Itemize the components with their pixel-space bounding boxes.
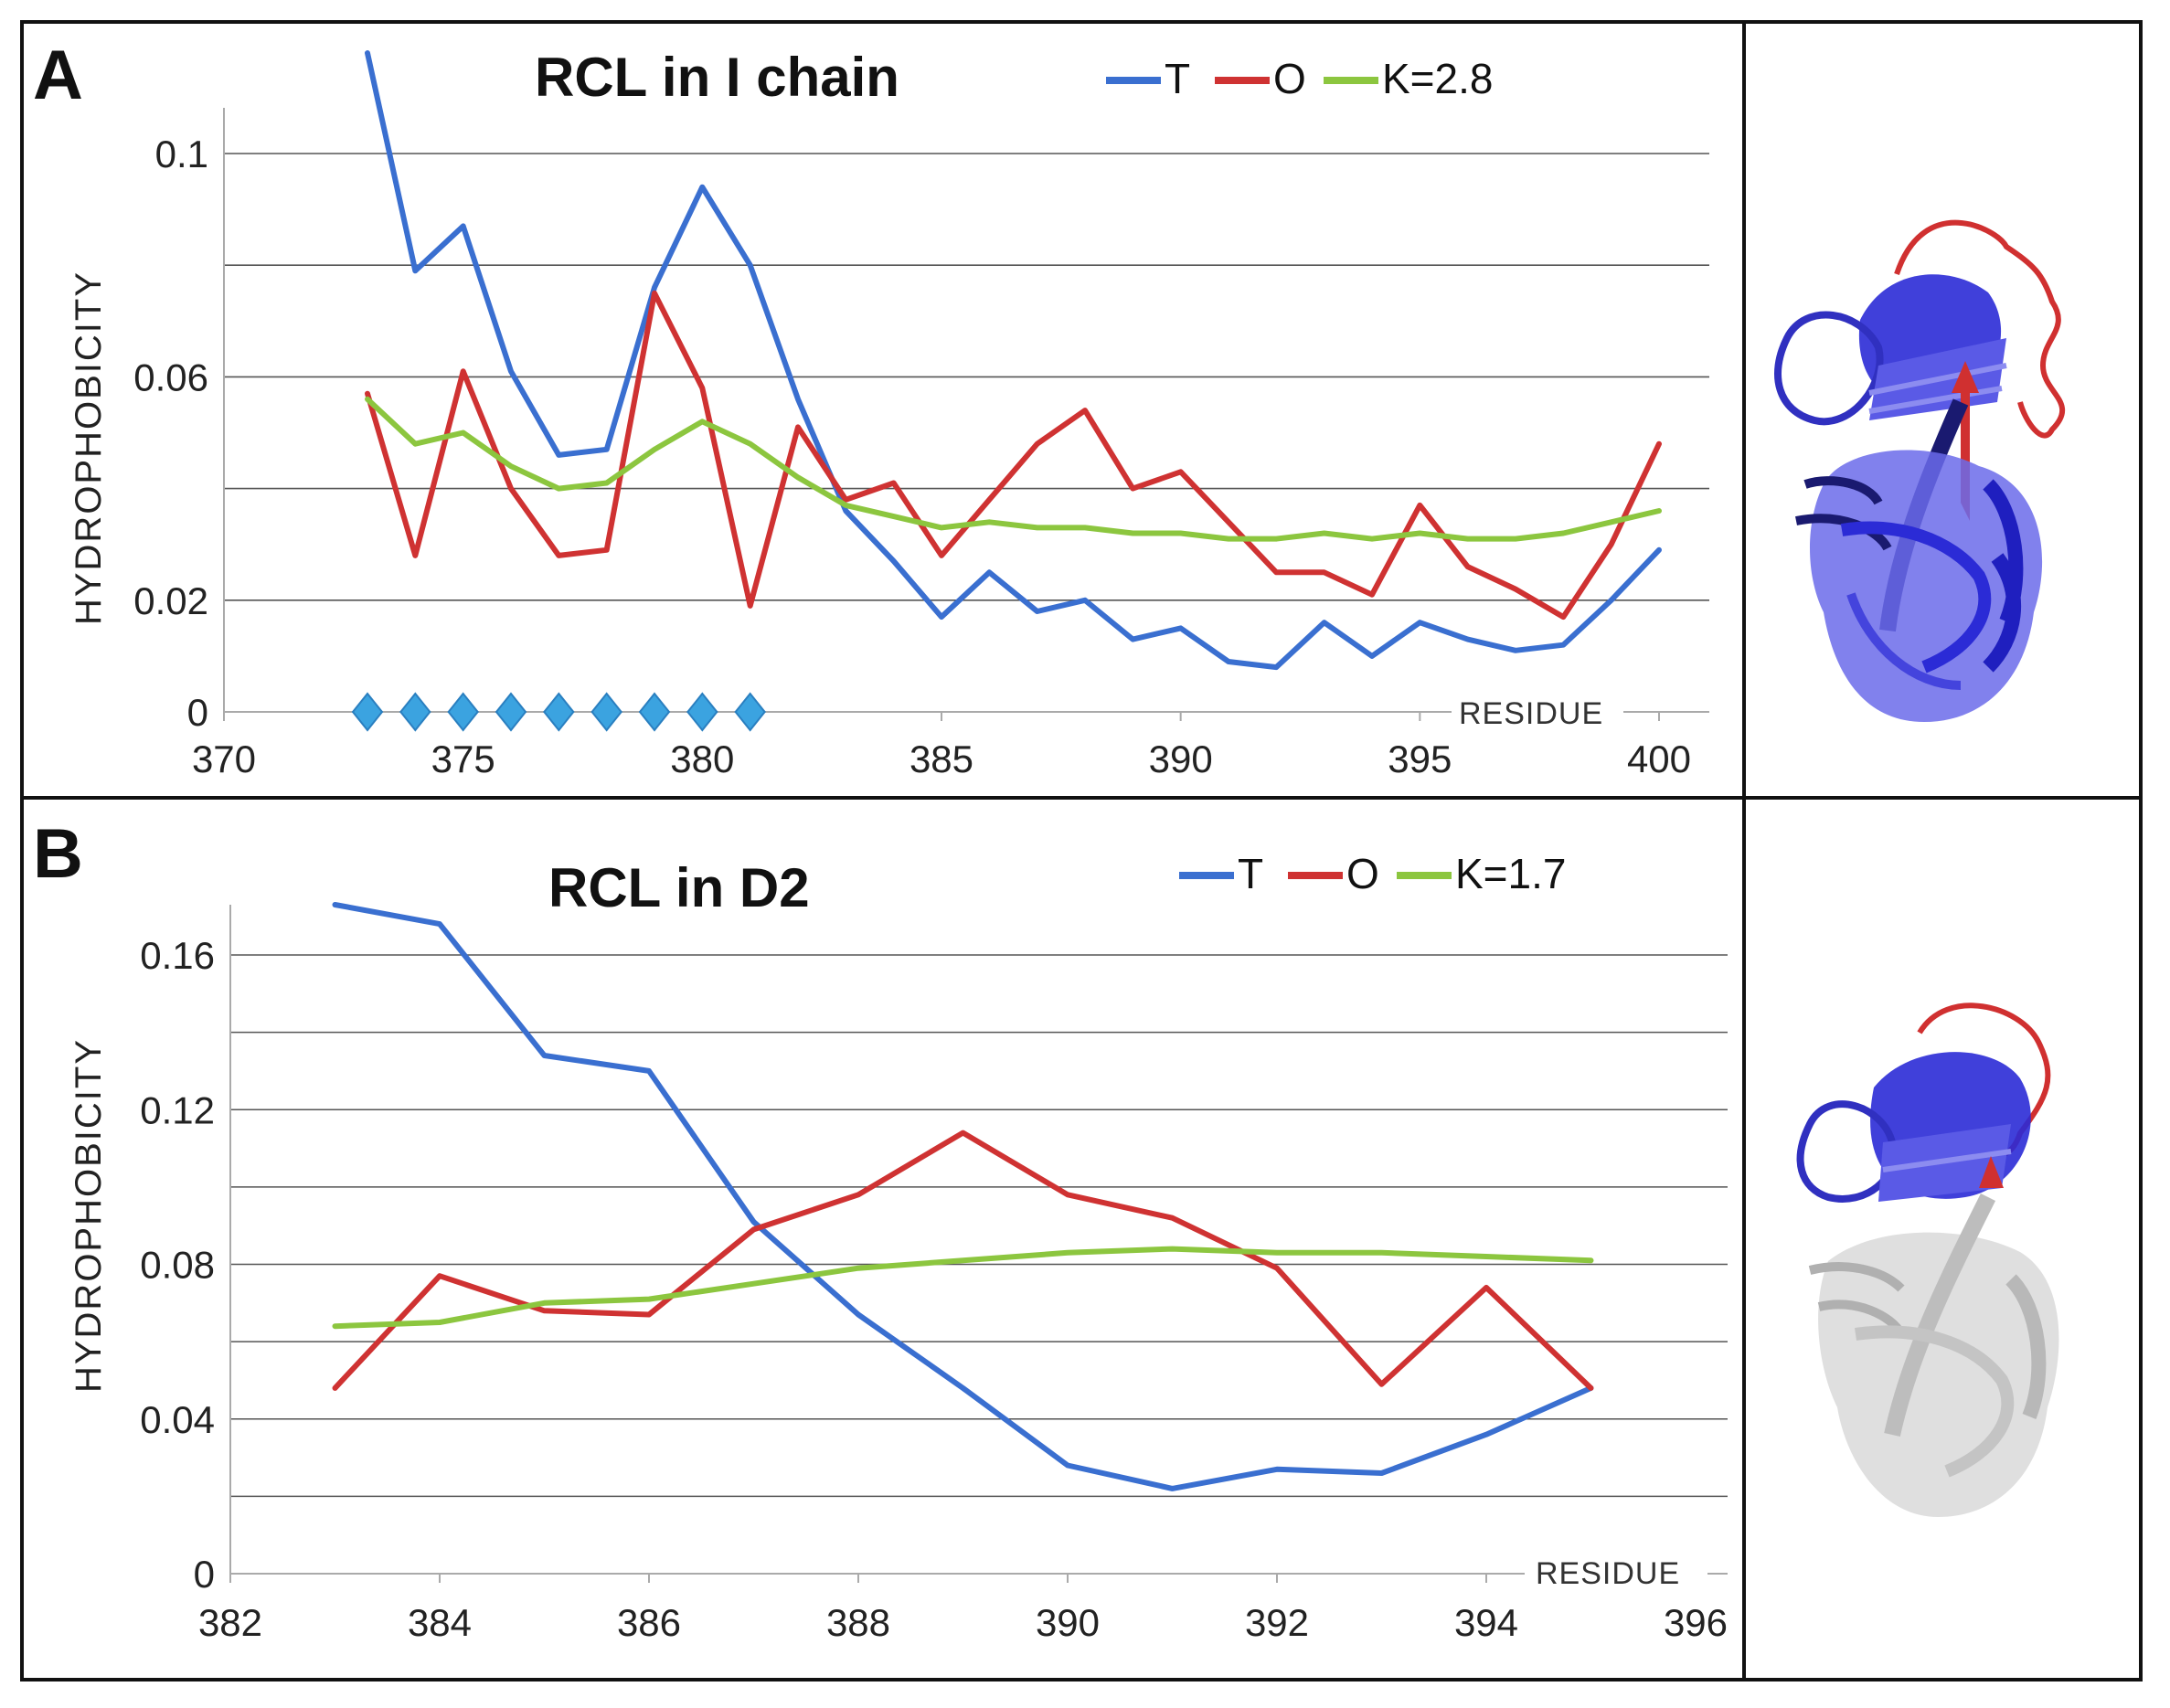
series-line-t bbox=[365, 50, 1662, 671]
legend-label: T bbox=[1165, 55, 1190, 102]
chart-a-title: RCL in I chain bbox=[535, 47, 899, 108]
diamond-marker bbox=[686, 692, 718, 732]
diamond-marker bbox=[399, 692, 431, 732]
legend-label: T bbox=[1238, 850, 1263, 897]
chart-a-y-axis-label: HYDROPHOBICITY bbox=[69, 271, 109, 625]
chart-b-title: RCL in D2 bbox=[548, 857, 810, 918]
diamond-marker bbox=[734, 692, 766, 732]
chart-a-legend: T O K=2.8 bbox=[1106, 55, 1494, 102]
x-tick-label: 384 bbox=[408, 1601, 472, 1644]
x-tick-label: 395 bbox=[1388, 737, 1452, 780]
chart-a-y-ticks: 0 0.02 0.06 0.1 bbox=[133, 133, 208, 734]
diamond-marker bbox=[638, 692, 671, 732]
series-line-o bbox=[332, 1130, 1594, 1391]
series-line-k-2-8 bbox=[365, 396, 1662, 542]
y-tick-label: 0.02 bbox=[133, 579, 208, 622]
protein-structure-d2 bbox=[1796, 1003, 2059, 1517]
y-tick-label: 0 bbox=[194, 1553, 215, 1596]
panel-letter-b: B bbox=[33, 815, 83, 893]
chart-b-x-ticks: 382 384 386 388 390 392 394 396 bbox=[198, 1574, 1728, 1644]
protein-structure-i-chain bbox=[1774, 219, 2066, 722]
x-tick-label: 394 bbox=[1454, 1601, 1518, 1644]
chart-a-x-ticks: 370 375 380 385 390 395 400 bbox=[192, 712, 1691, 780]
chart-b: B RCL in D2 T O K=1.7 0 0.04 0.08 0.12 0.16 38… bbox=[33, 815, 1728, 1644]
x-tick-label: 390 bbox=[1036, 1601, 1100, 1644]
x-tick-label: 382 bbox=[198, 1601, 262, 1644]
diamond-marker bbox=[351, 692, 384, 732]
legend-label: O bbox=[1346, 850, 1379, 897]
chart-a: A RCL in I chain T O K=2.8 0 0.02 0.06 0.1 37… bbox=[33, 37, 1709, 780]
chart-b-y-ticks: 0 0.04 0.08 0.12 0.16 bbox=[140, 934, 215, 1596]
chart-b-x-axis-label: RESIDUE bbox=[1536, 1556, 1680, 1591]
x-tick-label: 386 bbox=[617, 1601, 681, 1644]
x-tick-label: 390 bbox=[1149, 737, 1213, 780]
series-line-t bbox=[332, 902, 1594, 1491]
y-tick-label: 0.08 bbox=[140, 1244, 215, 1287]
x-tick-label: 380 bbox=[670, 737, 734, 780]
legend-label: K=2.8 bbox=[1382, 55, 1494, 102]
chart-a-markers bbox=[351, 692, 766, 732]
chart-b-y-axis-label: HYDROPHOBICITY bbox=[69, 1038, 109, 1393]
y-tick-label: 0.12 bbox=[140, 1088, 215, 1131]
x-tick-label: 396 bbox=[1664, 1601, 1728, 1644]
x-tick-label: 400 bbox=[1627, 737, 1691, 780]
x-tick-label: 375 bbox=[431, 737, 495, 780]
x-tick-label: 388 bbox=[826, 1601, 890, 1644]
y-tick-label: 0 bbox=[187, 691, 208, 734]
chart-b-gridlines bbox=[230, 954, 1728, 1498]
x-tick-label: 392 bbox=[1245, 1601, 1309, 1644]
y-tick-label: 0.1 bbox=[155, 133, 208, 175]
legend-label: O bbox=[1273, 55, 1306, 102]
diamond-marker bbox=[590, 692, 622, 732]
y-tick-label: 0.04 bbox=[140, 1398, 215, 1441]
chart-b-series bbox=[332, 902, 1594, 1491]
chart-a-x-axis-label: RESIDUE bbox=[1459, 696, 1603, 731]
diamond-marker bbox=[495, 692, 527, 732]
series-line-k-1-7 bbox=[332, 1246, 1594, 1330]
panel-frames bbox=[20, 20, 2143, 1681]
chart-a-series bbox=[365, 50, 1662, 671]
panel-letter-a: A bbox=[33, 37, 83, 114]
x-tick-label: 370 bbox=[192, 737, 256, 780]
y-tick-label: 0.06 bbox=[133, 355, 208, 398]
chart-b-legend: T O K=1.7 bbox=[1179, 850, 1567, 897]
diamond-marker bbox=[447, 692, 479, 732]
x-tick-label: 385 bbox=[909, 737, 973, 780]
diamond-marker bbox=[543, 692, 575, 732]
legend-label: K=1.7 bbox=[1455, 850, 1567, 897]
y-tick-label: 0.16 bbox=[140, 934, 215, 977]
chart-a-gridlines bbox=[224, 153, 1709, 601]
